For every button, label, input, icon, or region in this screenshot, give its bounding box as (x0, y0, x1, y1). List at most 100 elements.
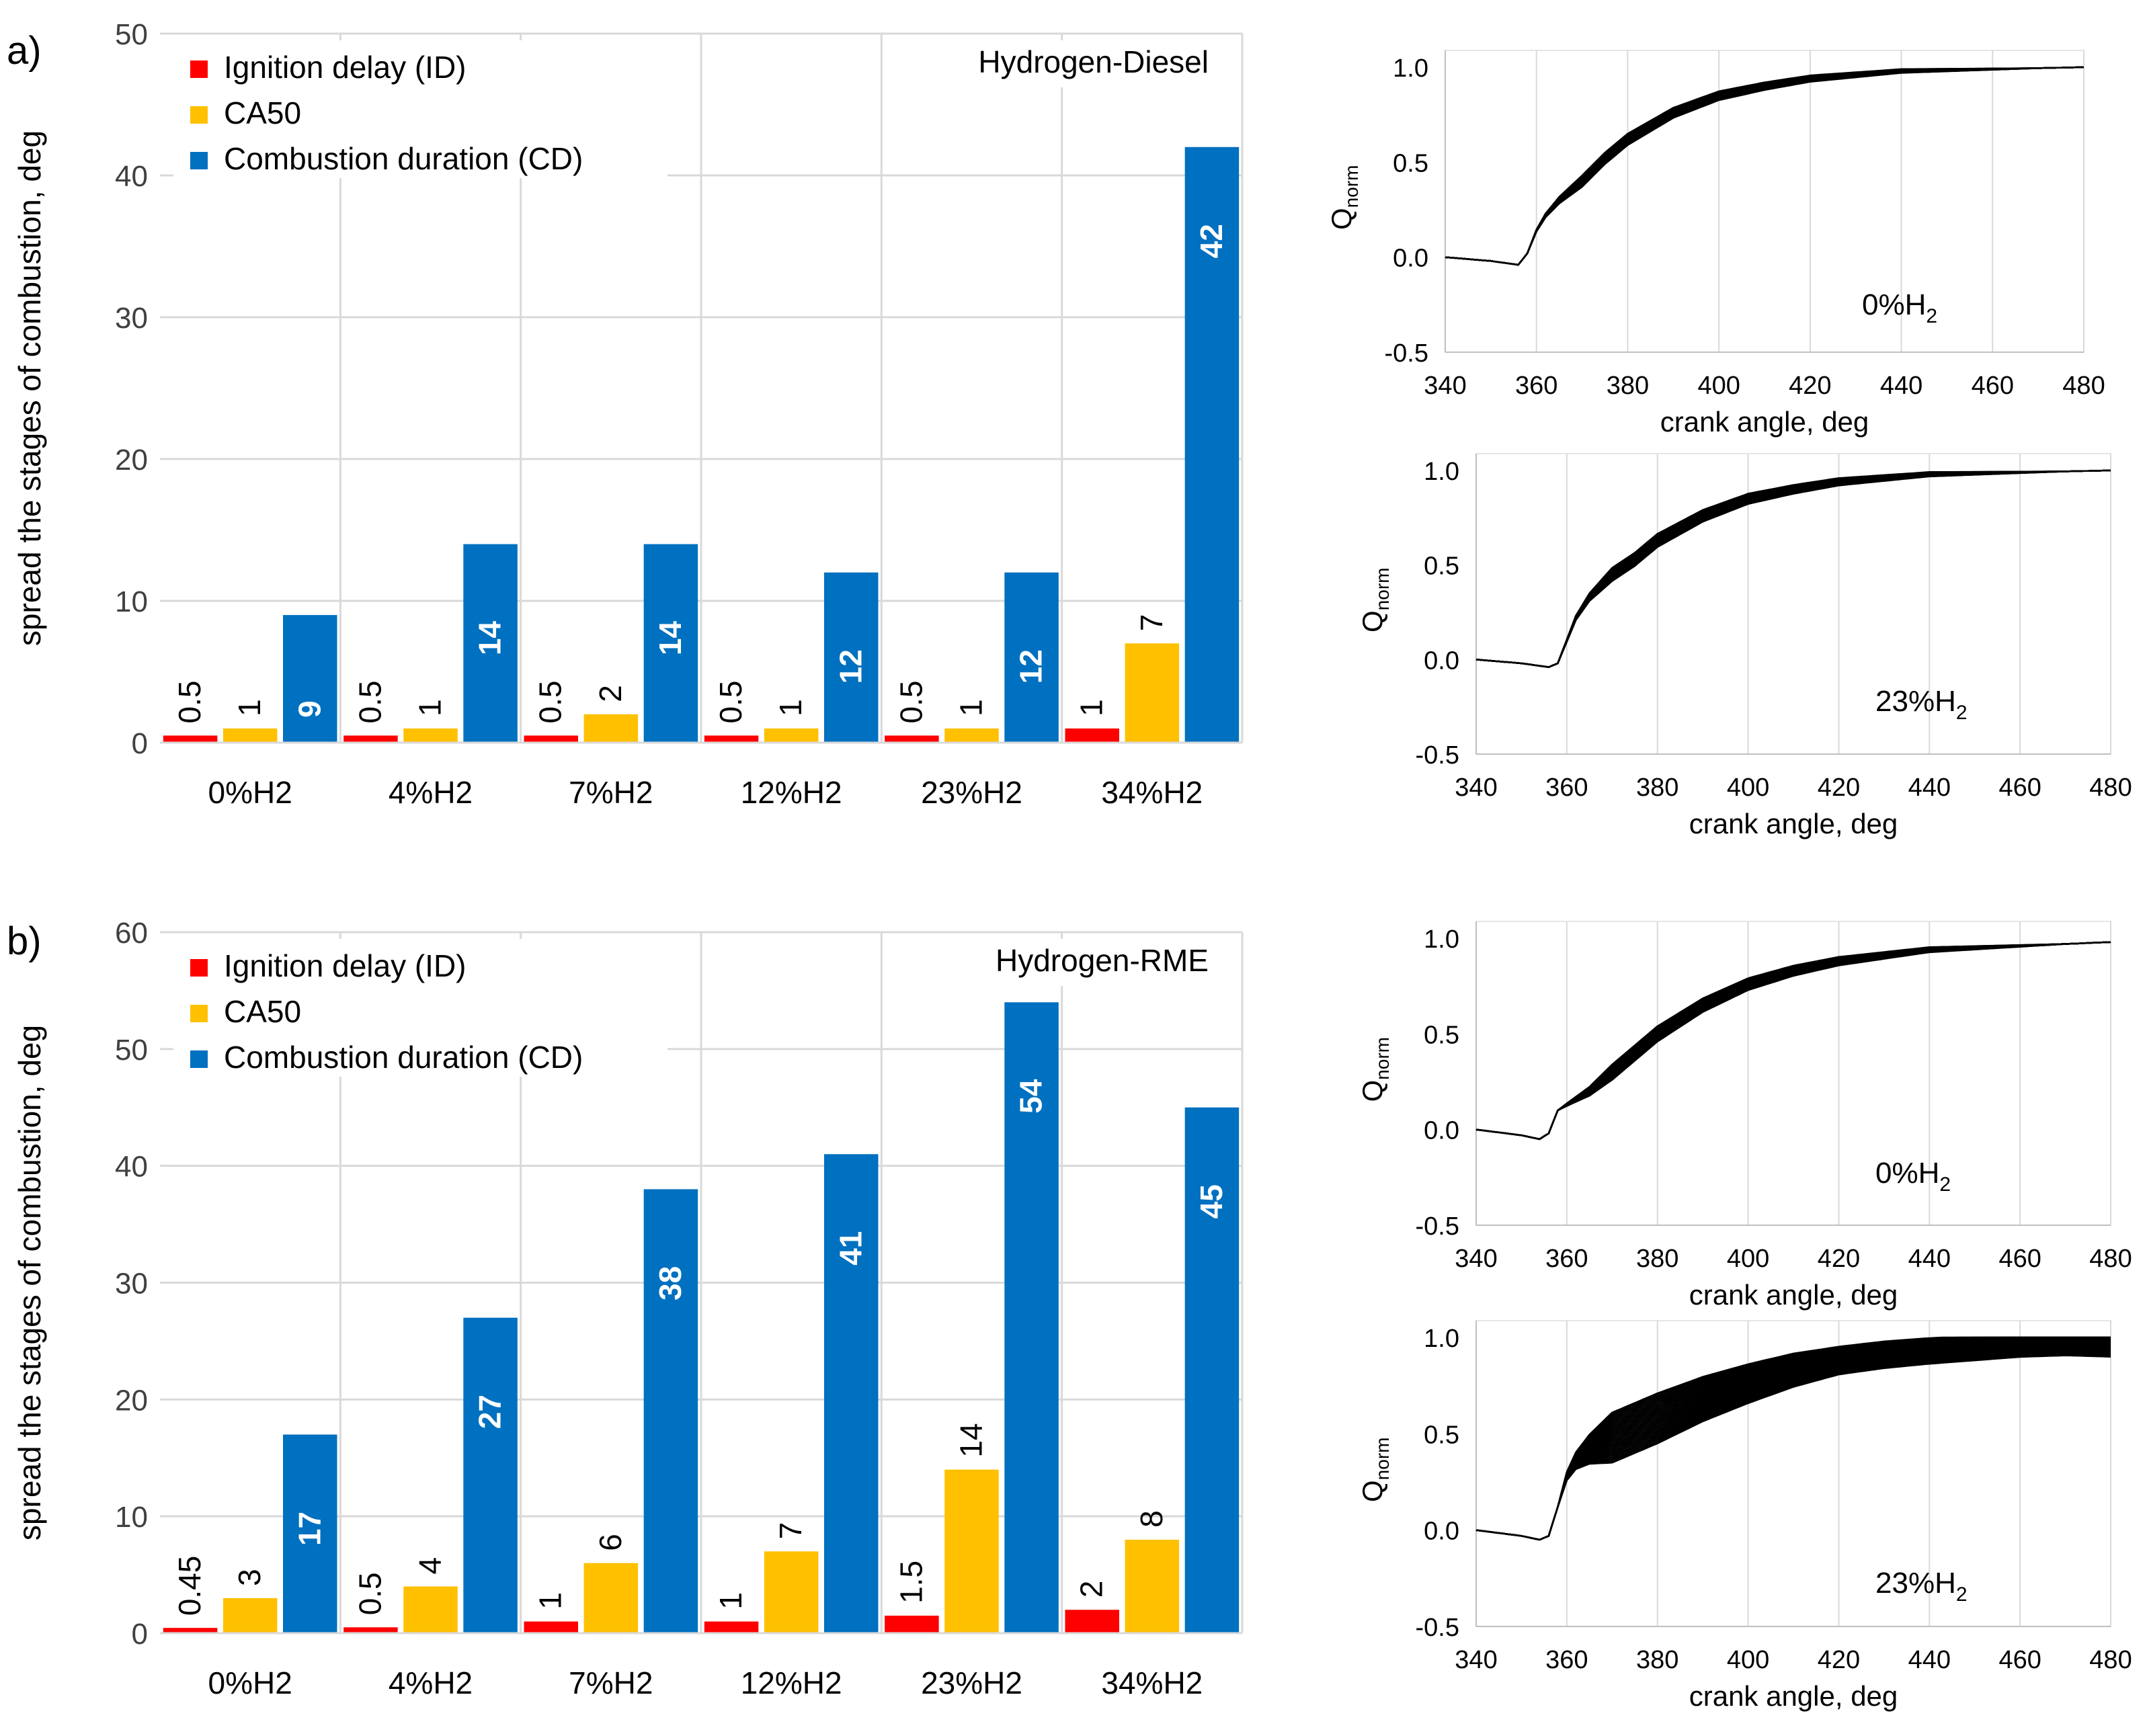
cycle-curve (1475, 469, 2111, 668)
cycle-curve (1475, 469, 2111, 668)
data-label-combustion_duration: 17 (292, 1512, 327, 1546)
bar-ignition_delay (163, 1628, 218, 1633)
x-category-label: 7%H2 (569, 775, 653, 810)
bar-ignition_delay (524, 1621, 578, 1633)
bar-combustion_duration (643, 1189, 698, 1633)
x-category-label: 34%H2 (1101, 1665, 1203, 1700)
x-tick-label: 440 (1908, 1245, 1951, 1273)
annotation-label: 23%H2 (1875, 1567, 1968, 1606)
y-axis-label-main: Q (1356, 610, 1388, 632)
y-axis-label-sub: norm (1372, 568, 1393, 611)
y-axis-label-sub: norm (1341, 165, 1362, 208)
annotation-main: 23%H (1875, 1567, 1956, 1600)
cycle-curve (1475, 469, 2111, 668)
y-tick-label: 0.0 (1424, 647, 1459, 675)
legend-label-ca50: CA50 (224, 95, 301, 130)
x-tick-label: 400 (1727, 774, 1769, 802)
data-label-combustion_duration: 54 (1014, 1079, 1049, 1114)
legend-swatch-combustion_duration (190, 1050, 208, 1068)
x-axis-label: crank angle, deg (1689, 1680, 1898, 1712)
cycle-curve (1475, 469, 2111, 668)
data-label-combustion_duration: 38 (653, 1266, 688, 1300)
data-label-ca50: 4 (413, 1557, 448, 1575)
data-label-combustion_duration: 41 (833, 1231, 868, 1266)
bar-ca50 (944, 1469, 999, 1633)
y-tick-label: -0.5 (1385, 339, 1428, 368)
data-label-ignition_delay: 0.5 (352, 680, 387, 723)
cycle-curve (1475, 469, 2111, 668)
data-label-ca50: 1 (232, 699, 267, 716)
data-label-combustion_duration: 45 (1194, 1184, 1229, 1218)
cycle-curve (1445, 66, 2084, 266)
data-label-ignition_delay: 1 (1074, 699, 1109, 716)
data-label-ca50: 1 (413, 699, 448, 716)
cycle-curve (1445, 66, 2084, 266)
cycle-curve (1445, 66, 2084, 266)
data-label-ca50: 6 (593, 1534, 628, 1551)
bar-chart-hydrogen-rme: 0 10 20 30 40 50 60 spread the stages of combus… (12, 917, 1244, 1700)
x-tick-label: 380 (1607, 372, 1649, 400)
y-tick-label: 1.0 (1424, 458, 1459, 486)
cycle-curve (1445, 66, 2084, 266)
y-tick-label: 0.5 (1424, 1421, 1459, 1449)
legend-swatch-ignition_delay (190, 959, 208, 977)
data-label-ignition_delay: 0.45 (172, 1556, 207, 1616)
line-chart-diesel-23-h2: -0.5 0.0 0.5 1.0 340 360 380 400 420 440 460 480 cra… (1356, 453, 2132, 839)
cycle-curve (1475, 469, 2111, 668)
bar-ca50 (583, 714, 639, 743)
x-category-label: 23%H2 (921, 775, 1022, 810)
x-tick-label: 460 (1998, 1245, 2041, 1273)
x-tick-label: 440 (1908, 1646, 1951, 1674)
bar-combustion_duration (283, 1434, 337, 1633)
x-tick-label: 420 (1818, 1646, 1860, 1674)
cycle-curve (1475, 469, 2111, 668)
cycle-curve (1475, 1347, 2111, 1541)
cycle-curve (1445, 66, 2084, 266)
panel-label-a: a) (7, 29, 42, 73)
cycle-curve (1475, 469, 2111, 668)
cycle-curve (1445, 66, 2084, 266)
x-axis-label: crank angle, deg (1660, 406, 1869, 438)
bar-combustion_duration (643, 544, 698, 743)
y-tick-label: 0.0 (1424, 1117, 1459, 1145)
x-tick-label: 340 (1424, 372, 1466, 400)
legend-swatch-ca50 (190, 1005, 208, 1022)
bar-ca50 (1125, 1539, 1180, 1633)
bar-ignition_delay (163, 735, 218, 743)
legend-box (173, 40, 667, 178)
bar-ca50 (583, 1563, 639, 1633)
cycle-curve (1445, 66, 2084, 266)
data-label-ca50: 7 (1134, 614, 1169, 632)
y-tick-label: 0 (132, 1618, 148, 1651)
x-category-label: 7%H2 (569, 1665, 653, 1700)
x-tick-label: 420 (1818, 774, 1860, 802)
cycle-curve (1475, 941, 2111, 1141)
x-tick-label: 440 (1880, 372, 1922, 400)
annotation-label: 0%H2 (1875, 1157, 1951, 1196)
data-label-ignition_delay: 1.5 (893, 1561, 928, 1604)
legend-label-ignition_delay: Ignition delay (ID) (224, 50, 467, 85)
data-label-ignition_delay: 0.5 (533, 680, 568, 723)
line-chart-diesel-0-h2: -0.5 0.0 0.5 1.0 340 360 380 400 420 440 460 480 cra… (1326, 50, 2105, 438)
y-tick-label: 10 (115, 585, 148, 618)
data-label-combustion_duration: 14 (653, 621, 688, 656)
y-tick-label: 40 (115, 160, 148, 193)
y-tick-label: 10 (115, 1501, 148, 1534)
data-label-ca50: 1 (954, 699, 989, 716)
y-tick-label: 30 (115, 1268, 148, 1300)
x-category-label: 34%H2 (1101, 775, 1203, 810)
annotation-main: 23%H (1875, 685, 1956, 718)
line-chart-rme-23-h2: -0.5 0.0 0.5 1.0 340 360 380 400 420 440 460 480 cra… (1356, 1320, 2132, 1712)
chart-title: Hydrogen-RME (996, 943, 1209, 978)
cycle-curve (1475, 469, 2111, 668)
y-axis-label: spread the stages of combustion, deg (12, 130, 47, 646)
y-tick-label: -0.5 (1416, 741, 1459, 770)
cycle-curve (1475, 1336, 2111, 1541)
bar-ca50 (1125, 643, 1180, 743)
cycle-curve (1475, 469, 2111, 668)
data-label-combustion_duration: 12 (833, 649, 868, 684)
legend-label-combustion_duration: Combustion duration (CD) (224, 1040, 583, 1075)
cycle-curve (1475, 469, 2111, 668)
cycle-curve (1445, 66, 2084, 266)
